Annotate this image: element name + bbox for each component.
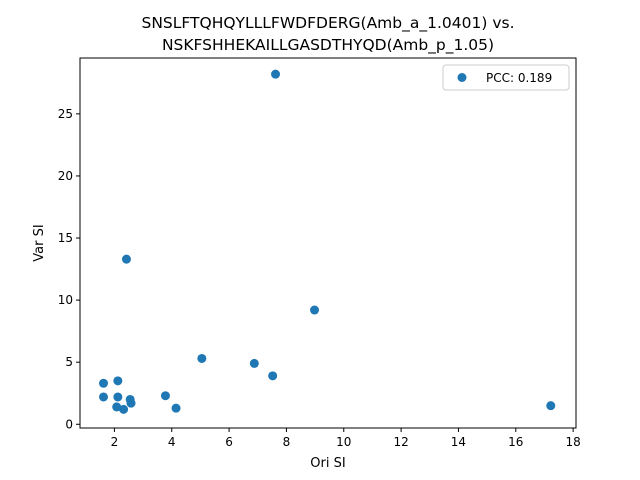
y-axis-label: Var SI (32, 224, 47, 261)
y-tick-label: 10 (58, 293, 73, 307)
data-point (268, 371, 278, 381)
plot-area: 2 4 6 8 10 12 14 16 18 0 5 10 15 20 25 (58, 69, 581, 449)
data-point (160, 391, 170, 401)
data-point (546, 401, 556, 411)
legend: PCC: 0.189 (442, 64, 570, 91)
x-tick-label: 12 (393, 435, 408, 449)
x-tick-label: 6 (225, 435, 233, 449)
legend-box (442, 64, 570, 91)
x-tick-label: 2 (111, 435, 119, 449)
y-tick-label: 25 (58, 107, 73, 121)
data-point (171, 403, 181, 413)
y-tick-label: 15 (58, 231, 73, 245)
data-point (126, 398, 136, 408)
x-axis-label: Ori SI (310, 456, 345, 471)
x-tick-label: 10 (336, 435, 351, 449)
data-point (271, 69, 281, 79)
data-point (112, 402, 122, 412)
data-point (310, 305, 320, 315)
data-point (249, 358, 259, 368)
data-point (121, 254, 131, 264)
data-point (99, 392, 109, 402)
data-point (113, 376, 123, 386)
y-tick-label: 20 (58, 169, 73, 183)
data-point (119, 404, 129, 414)
plot-frame (79, 57, 577, 429)
y-tick-label: 0 (65, 417, 73, 431)
x-tick-label: 14 (451, 435, 466, 449)
chart-title-line-1: SNSLFTQHQYLLLFWDFDERG(Amb_a_1.0401) vs. (141, 14, 514, 33)
x-tick-label: 4 (168, 435, 176, 449)
legend-marker (457, 73, 467, 82)
x-tick-label: 16 (508, 435, 523, 449)
data-point (197, 353, 207, 363)
chart-title-line-2: NSKFSHHEKAILLGASDTHYQD(Amb_p_1.05) (162, 36, 494, 55)
data-point (99, 378, 109, 388)
y-tick-label: 5 (65, 355, 73, 369)
legend-label: PCC: 0.189 (486, 71, 552, 85)
x-tick-label: 18 (565, 435, 580, 449)
data-point (113, 392, 123, 402)
x-tick-label: 8 (283, 435, 291, 449)
